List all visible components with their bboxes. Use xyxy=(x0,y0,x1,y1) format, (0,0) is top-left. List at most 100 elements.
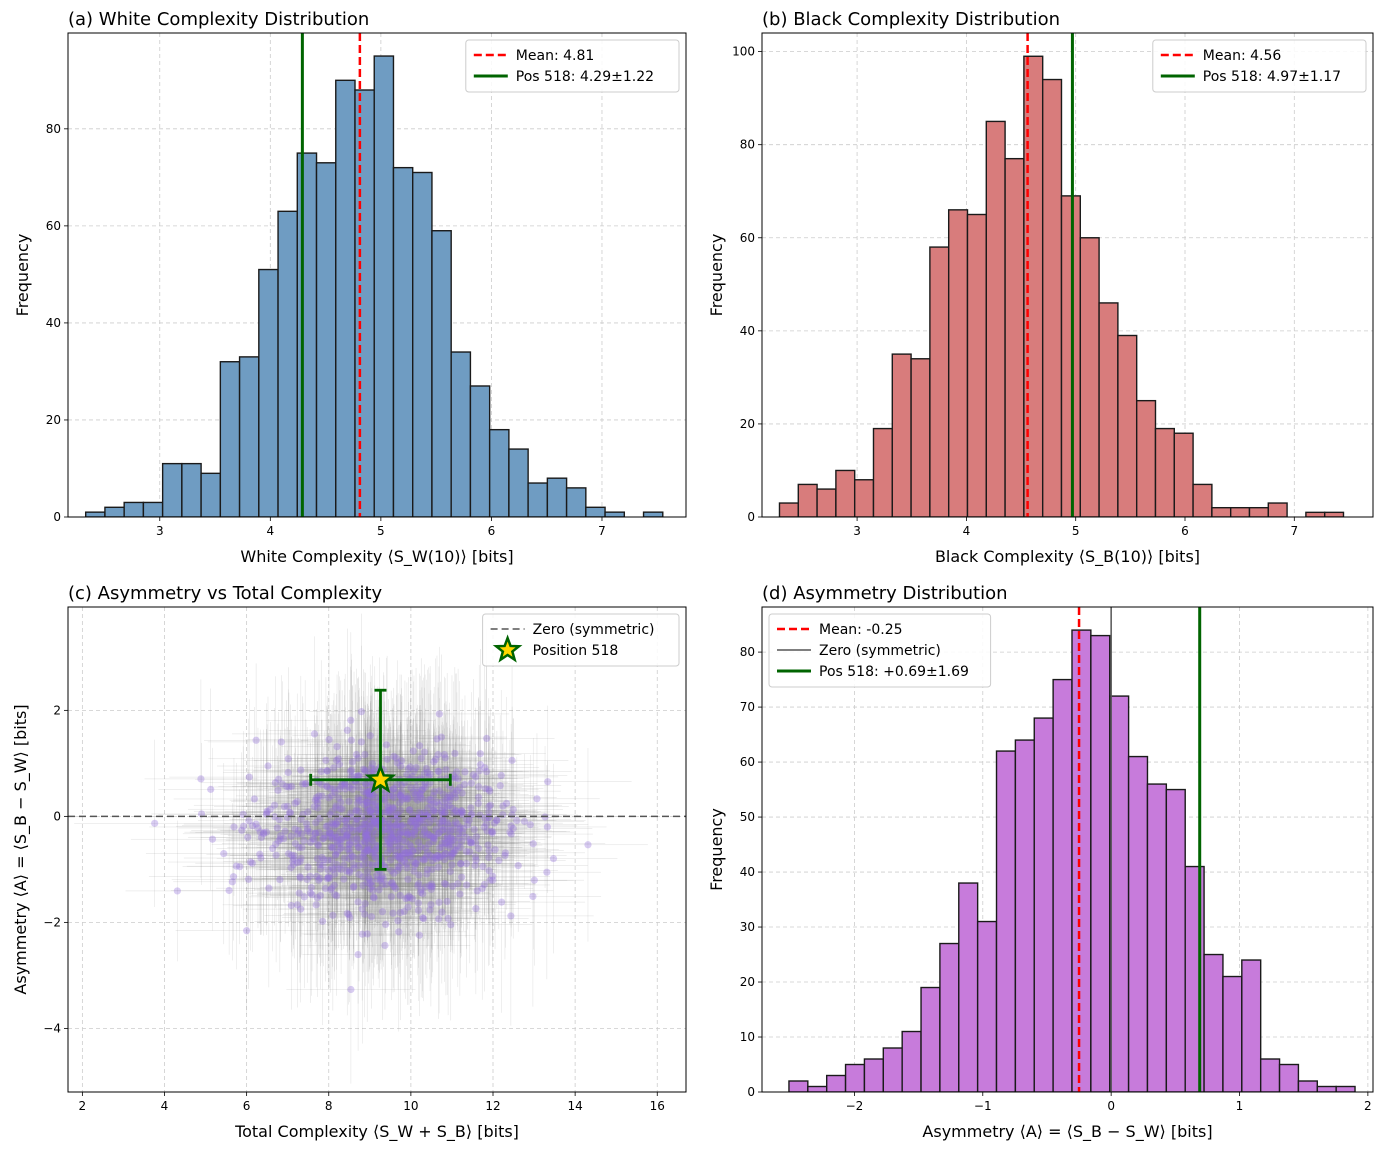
scatter-point xyxy=(549,854,558,863)
scatter-point xyxy=(290,852,298,860)
scatter-point xyxy=(361,750,369,759)
scatter-point xyxy=(436,844,444,852)
scatter-point xyxy=(584,841,592,849)
scatter-point xyxy=(330,870,338,878)
scatter-point xyxy=(275,775,283,783)
scatter-point xyxy=(347,813,355,821)
scatter-point xyxy=(329,865,337,874)
scatter-point xyxy=(417,754,425,762)
scatter-point xyxy=(506,828,514,836)
scatter-point xyxy=(361,830,370,838)
scatter-point xyxy=(356,825,364,833)
scatter-point xyxy=(476,750,484,758)
scatter-point xyxy=(443,803,451,811)
scatter-point xyxy=(426,779,434,787)
scatter-point xyxy=(365,860,373,868)
scatter-point xyxy=(507,912,515,920)
scatter-point xyxy=(293,901,301,909)
y-axis-label: Frequency xyxy=(707,234,726,317)
scatter-point xyxy=(435,801,443,809)
scatter-point xyxy=(364,831,372,839)
scatter-point xyxy=(326,874,334,882)
scatter-point xyxy=(346,913,354,922)
scatter-point xyxy=(444,914,452,923)
scatter-point xyxy=(248,822,257,830)
scatter-point xyxy=(383,840,391,848)
scatter-point xyxy=(330,764,338,772)
scatter-point xyxy=(361,766,369,774)
scatter-point xyxy=(360,861,368,869)
histogram-bar xyxy=(1135,399,1157,517)
scatter-point xyxy=(363,847,371,855)
scatter-point xyxy=(414,899,422,907)
scatter-point xyxy=(328,792,336,800)
scatter-point xyxy=(337,798,345,806)
scatter-point xyxy=(384,804,392,812)
histogram-bar xyxy=(546,477,568,517)
scatter-point xyxy=(293,859,302,867)
scatter-point xyxy=(362,780,370,788)
scatter-point xyxy=(482,767,491,776)
scatter-point xyxy=(529,840,537,848)
scatter-point xyxy=(284,768,292,777)
scatter-point xyxy=(363,831,372,839)
scatter-point xyxy=(306,889,315,897)
scatter-point xyxy=(332,804,340,812)
scatter-point xyxy=(354,783,363,792)
scatter-point xyxy=(430,815,438,823)
scatter-point xyxy=(345,783,354,792)
scatter-point xyxy=(485,867,493,875)
scatter-point xyxy=(302,820,311,828)
scatter-point xyxy=(342,823,350,831)
scatter-point xyxy=(220,850,228,858)
histogram-bar xyxy=(315,162,337,517)
plot-frame xyxy=(761,32,1374,518)
y-tick-label: 20 xyxy=(740,975,755,989)
scatter-point xyxy=(497,771,505,780)
x-tick-label: 2 xyxy=(1364,1099,1372,1113)
scatter-point xyxy=(442,796,450,804)
x-tick-label: 8 xyxy=(325,1099,333,1113)
scatter-point xyxy=(323,782,331,790)
scatter-point xyxy=(369,886,377,894)
scatter-point xyxy=(366,885,374,893)
scatter-point xyxy=(373,820,381,829)
scatter-point xyxy=(473,887,481,895)
scatter-point xyxy=(297,854,305,862)
scatter-point xyxy=(316,892,324,900)
scatter-point xyxy=(442,880,450,888)
y-tick-label: 100 xyxy=(732,45,755,59)
scatter-point xyxy=(424,830,432,838)
scatter-point xyxy=(417,886,425,894)
scatter-point xyxy=(430,787,438,796)
scatter-point xyxy=(394,917,402,925)
scatter-point xyxy=(501,849,509,857)
y-axis-label: Frequency xyxy=(13,234,32,317)
scatter-point xyxy=(325,794,333,802)
scatter-point xyxy=(405,806,413,814)
scatter-point xyxy=(440,835,449,843)
scatter-point xyxy=(418,795,426,803)
scatter-point xyxy=(301,780,309,788)
scatter-point xyxy=(260,829,268,837)
scatter-point xyxy=(427,885,435,893)
legend-entry: Mean: 4.56 xyxy=(1203,48,1282,64)
scatter-point xyxy=(368,878,376,886)
scatter-point xyxy=(370,847,379,855)
histogram-bar xyxy=(565,487,587,517)
scatter-point xyxy=(439,790,447,798)
scatter-point xyxy=(369,828,377,836)
scatter-point xyxy=(469,771,477,779)
legend-box xyxy=(768,613,992,688)
scatter-point xyxy=(520,817,529,825)
scatter-point xyxy=(322,756,330,764)
scatter-point xyxy=(450,849,458,857)
scatter-point xyxy=(385,822,393,830)
scatter-point xyxy=(238,826,246,834)
scatter-point xyxy=(365,840,373,848)
scatter-point xyxy=(239,822,248,830)
scatter-point xyxy=(404,794,413,803)
scatter-point xyxy=(340,854,349,862)
scatter-point xyxy=(402,837,410,846)
scatter-point xyxy=(333,743,341,751)
